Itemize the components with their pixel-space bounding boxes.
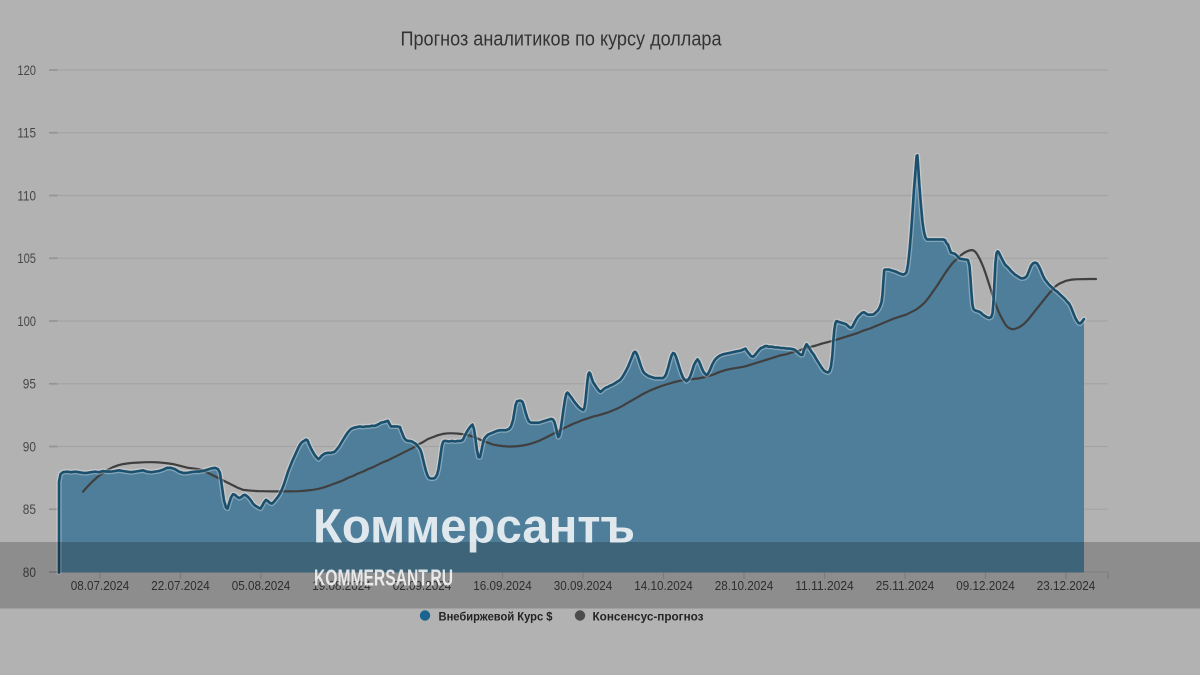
svg-text:14.10.2024: 14.10.2024 (634, 578, 693, 593)
svg-text:110: 110 (17, 187, 36, 203)
svg-text:80: 80 (23, 564, 36, 580)
svg-text:09.12.2024: 09.12.2024 (956, 578, 1015, 593)
svg-text:11.11.2024: 11.11.2024 (795, 578, 854, 593)
svg-text:85: 85 (23, 501, 36, 517)
svg-text:19.08.2024: 19.08.2024 (312, 578, 371, 593)
svg-text:115: 115 (17, 125, 36, 141)
svg-text:KOMMERSANT.RU: KOMMERSANT.RU (314, 565, 453, 591)
svg-text:30.09.2024: 30.09.2024 (554, 578, 613, 593)
svg-text:28.10.2024: 28.10.2024 (715, 578, 774, 593)
svg-text:Прогноз аналитиков по курсу до: Прогноз аналитиков по курсу доллара (401, 29, 723, 51)
svg-text:105: 105 (17, 250, 36, 266)
svg-text:Коммерсантъ: Коммерсантъ (313, 500, 635, 554)
svg-text:23.12.2024: 23.12.2024 (1037, 578, 1096, 593)
svg-text:08.07.2024: 08.07.2024 (71, 578, 130, 593)
svg-text:100: 100 (17, 313, 36, 329)
svg-text:25.11.2024: 25.11.2024 (876, 578, 935, 593)
svg-text:120: 120 (17, 62, 36, 78)
svg-text:Внебиржевой Курс $: Внебиржевой Курс $ (439, 612, 554, 624)
svg-text:02.09.2024: 02.09.2024 (393, 578, 452, 593)
svg-text:90: 90 (23, 438, 36, 454)
svg-text:95: 95 (23, 376, 36, 392)
svg-text:05.08.2024: 05.08.2024 (232, 578, 291, 593)
svg-text:22.07.2024: 22.07.2024 (151, 578, 210, 593)
svg-text:Консенсус-прогноз: Консенсус-прогноз (593, 612, 704, 624)
svg-text:16.09.2024: 16.09.2024 (473, 578, 532, 593)
